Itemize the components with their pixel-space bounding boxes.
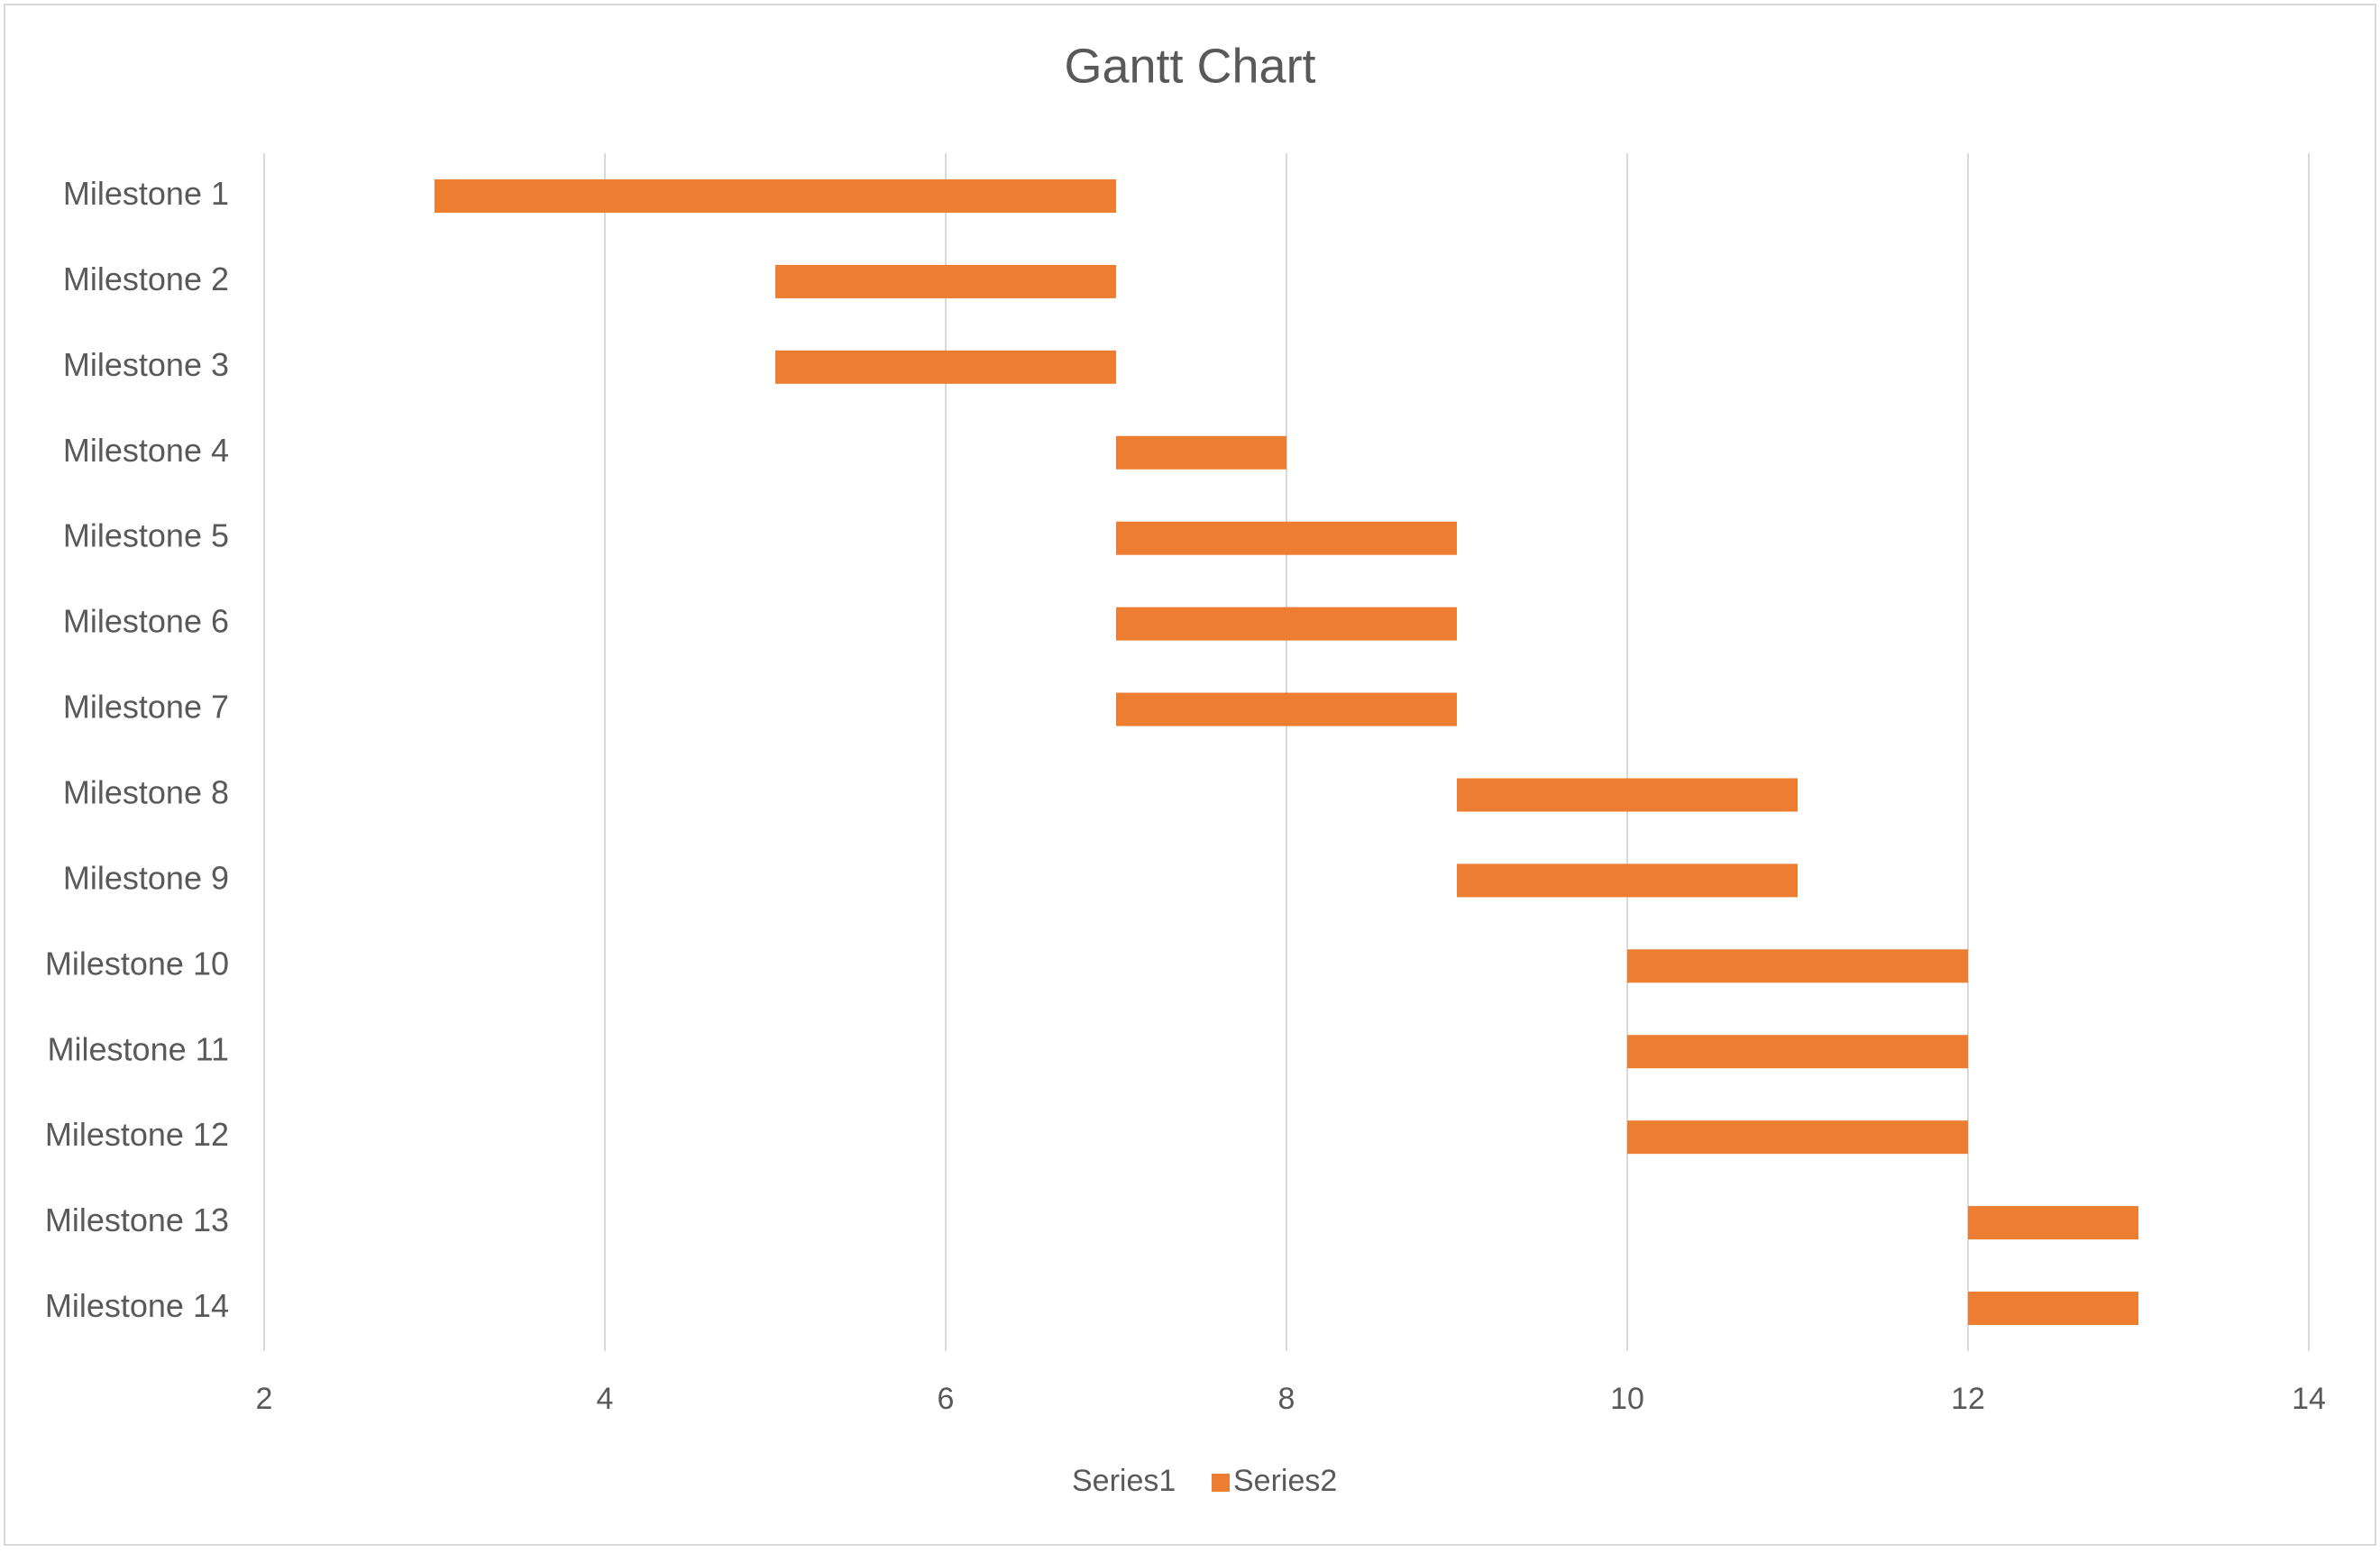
legend-label: Series1 (1072, 1464, 1176, 1498)
y-tick-label: Milestone 11 (48, 1030, 229, 1067)
x-tick-label: 4 (597, 1382, 614, 1416)
y-tick-label: Milestone 13 (45, 1201, 229, 1238)
chart-border (4, 4, 2376, 1546)
bar-segment (1457, 863, 1798, 898)
legend-label: Series2 (1233, 1464, 1337, 1498)
y-tick-label: Milestone 12 (45, 1116, 229, 1153)
y-tick-label: Milestone 7 (63, 689, 229, 726)
y-tick-label: Milestone 14 (45, 1287, 229, 1324)
bar-segment (1116, 435, 1286, 470)
bar-segment (1627, 1035, 1968, 1069)
y-tick-label: Milestone 2 (63, 260, 229, 297)
y-tick-label: Milestone 9 (63, 859, 229, 896)
bar-segment (1116, 692, 1457, 726)
y-tick-label: Milestone 1 (63, 175, 229, 212)
y-tick-label: Milestone 4 (63, 432, 229, 469)
y-tick-label: Milestone 5 (63, 517, 229, 554)
chart-title: Gantt Chart (1064, 39, 1315, 93)
y-tick-label: Milestone 6 (63, 603, 229, 640)
bar-segment (775, 264, 1116, 298)
bar-segment (775, 350, 1116, 384)
y-tick-label: Milestone 10 (45, 945, 229, 982)
x-tick-label: 8 (1278, 1382, 1295, 1416)
x-tick-label: 12 (1951, 1382, 1985, 1416)
x-tick-label: 6 (938, 1382, 955, 1416)
x-tick-label: 2 (256, 1382, 273, 1416)
bar-segment (435, 178, 1116, 213)
y-tick-label: Milestone 8 (63, 773, 229, 810)
x-tick-label: 14 (2292, 1382, 2326, 1416)
bar-segment (1116, 521, 1457, 555)
bar-segment (1968, 1292, 2138, 1326)
legend-swatch (1212, 1474, 1230, 1492)
bar-segment (1116, 607, 1457, 641)
bar-segment (1457, 778, 1798, 812)
bar-segment (1968, 1206, 2138, 1240)
y-tick-label: Milestone 3 (63, 346, 229, 383)
bar-segment (1627, 949, 1968, 983)
bar-segment (1627, 1120, 1968, 1155)
x-tick-label: 10 (1610, 1382, 1644, 1416)
